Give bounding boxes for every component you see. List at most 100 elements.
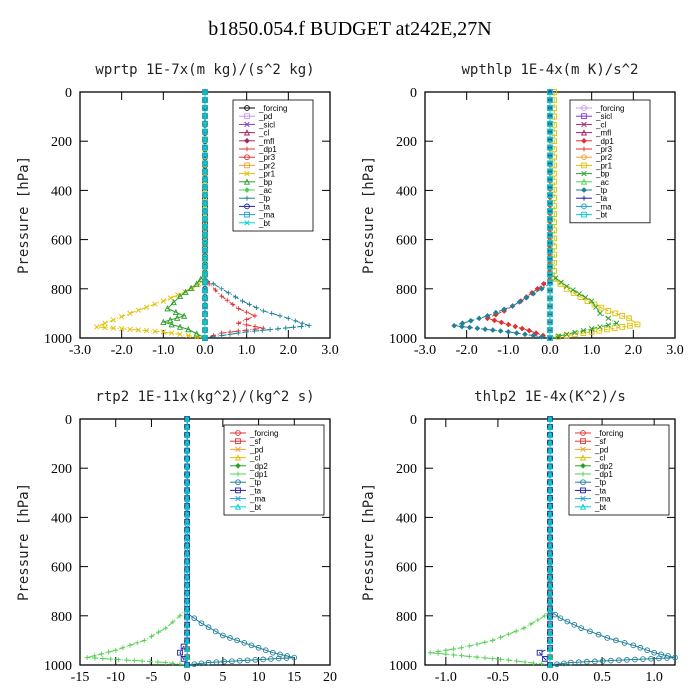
chart-title: wpthlp 1E-4x(m K)/s^2 bbox=[461, 62, 638, 78]
data-point bbox=[546, 653, 554, 660]
data-point bbox=[270, 649, 276, 656]
data-point bbox=[547, 176, 553, 183]
data-point bbox=[570, 287, 576, 293]
data-point bbox=[120, 645, 126, 651]
y-tick-label: 1000 bbox=[389, 332, 417, 347]
data-point bbox=[498, 634, 503, 640]
data-point bbox=[619, 313, 626, 319]
legend-marker bbox=[235, 495, 241, 502]
data-point bbox=[576, 291, 582, 297]
legend-label: _ac bbox=[595, 178, 609, 187]
legend-marker bbox=[580, 430, 586, 436]
data-point bbox=[656, 655, 662, 662]
data-point bbox=[156, 629, 161, 635]
legend-marker bbox=[235, 479, 241, 486]
data-point bbox=[202, 327, 208, 333]
data-point bbox=[202, 319, 208, 325]
data-point bbox=[233, 294, 238, 300]
data-point bbox=[135, 327, 142, 333]
data-point bbox=[547, 136, 553, 143]
y-tick-label: 0 bbox=[65, 86, 72, 101]
legend-marker bbox=[244, 105, 250, 111]
data-point bbox=[139, 658, 145, 664]
data-point bbox=[592, 658, 598, 665]
data-point bbox=[648, 655, 654, 662]
data-point bbox=[193, 330, 200, 337]
legend-marker bbox=[235, 446, 241, 453]
legend-marker bbox=[581, 137, 587, 144]
data-point bbox=[202, 335, 208, 341]
legend-label: _tp bbox=[249, 478, 262, 487]
data-point bbox=[459, 645, 464, 651]
data-point bbox=[547, 271, 553, 278]
legend-marker bbox=[579, 454, 587, 461]
data-point bbox=[600, 658, 606, 664]
data-point bbox=[202, 208, 208, 214]
data-point bbox=[564, 618, 571, 625]
data-point bbox=[252, 313, 258, 319]
data-point bbox=[244, 657, 251, 664]
legend-label: _bp bbox=[595, 170, 610, 179]
plot-frame bbox=[79, 418, 331, 666]
data-point bbox=[637, 644, 644, 651]
legend-label: _mfl bbox=[258, 137, 274, 146]
data-point bbox=[253, 305, 259, 311]
data-point bbox=[547, 128, 553, 135]
x-tick-label: 0 bbox=[184, 670, 191, 685]
legend-label: _forcing bbox=[249, 429, 278, 438]
data-point bbox=[198, 660, 205, 667]
data-point bbox=[184, 661, 191, 668]
legend-label: _pd bbox=[258, 112, 272, 121]
legend-label: _ta bbox=[594, 486, 607, 495]
data-point bbox=[168, 321, 175, 328]
data-point bbox=[184, 613, 191, 621]
data-point bbox=[184, 558, 191, 565]
data-point bbox=[491, 317, 498, 324]
data-point bbox=[269, 311, 275, 316]
data-point bbox=[516, 299, 523, 305]
data-point bbox=[184, 645, 191, 652]
series-line-pr1 bbox=[96, 92, 206, 339]
data-point bbox=[546, 598, 554, 605]
y-tick-label: 800 bbox=[51, 283, 72, 298]
legend-label: _sicl bbox=[595, 112, 612, 121]
data-point bbox=[563, 283, 570, 290]
legend-label: _dp1 bbox=[249, 470, 268, 479]
data-point bbox=[546, 542, 554, 549]
data-point bbox=[202, 263, 208, 270]
data-point bbox=[547, 208, 553, 214]
data-point bbox=[102, 324, 108, 331]
data-point bbox=[546, 518, 554, 526]
data-point bbox=[118, 326, 125, 332]
data-point bbox=[184, 621, 191, 629]
data-point bbox=[547, 89, 553, 95]
data-point bbox=[542, 613, 548, 619]
data-point bbox=[236, 657, 243, 664]
data-point bbox=[672, 654, 678, 661]
data-point bbox=[547, 152, 553, 159]
data-point bbox=[557, 615, 564, 622]
y-tick-label: 200 bbox=[396, 135, 417, 150]
data-point bbox=[546, 487, 554, 494]
data-point bbox=[184, 510, 191, 518]
data-point bbox=[92, 655, 98, 661]
legend-marker bbox=[580, 479, 586, 486]
data-point bbox=[184, 463, 191, 470]
data-point bbox=[474, 654, 480, 660]
data-point bbox=[292, 318, 298, 324]
legend-label: _ma bbox=[594, 495, 611, 504]
data-point bbox=[275, 655, 282, 662]
legend-label: _dp2 bbox=[594, 462, 613, 471]
data-point bbox=[588, 326, 595, 332]
data-point bbox=[235, 306, 241, 311]
data-point bbox=[466, 324, 473, 331]
legend-marker bbox=[235, 438, 241, 445]
data-point bbox=[198, 620, 205, 627]
legend-label: _mfl bbox=[595, 129, 611, 138]
legend-label: _pr1 bbox=[595, 161, 613, 170]
legend-label: _ma bbox=[258, 211, 275, 220]
data-point bbox=[152, 328, 158, 334]
data-point bbox=[547, 327, 553, 333]
legend-label: _pr2 bbox=[595, 153, 613, 162]
data-point bbox=[546, 526, 554, 533]
